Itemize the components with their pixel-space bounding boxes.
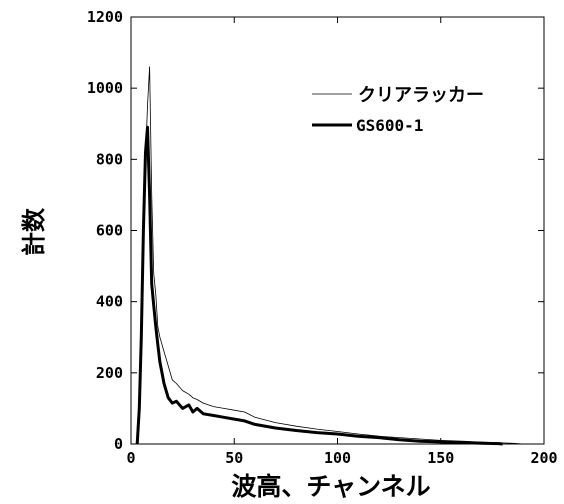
y-tick-label: 800 <box>96 150 123 168</box>
y-tick-label: 1200 <box>87 8 123 26</box>
x-tick-label: 150 <box>427 449 454 467</box>
x-axis-title: 波高、チャンネル <box>231 472 430 501</box>
plot-frame <box>130 16 545 445</box>
x-axis-ticks: 0 50 100 150 200 <box>126 17 558 467</box>
legend-label-gs600: GS600-1 <box>356 116 423 135</box>
y-tick-label: 600 <box>96 222 123 240</box>
x-tick-label: 50 <box>225 449 243 467</box>
legend: クリアラッカー GS600-1 <box>312 85 484 135</box>
series-layer <box>135 66 524 446</box>
plot-border <box>130 16 545 445</box>
y-tick-label: 0 <box>114 435 123 453</box>
y-tick-label: 1000 <box>87 79 123 97</box>
x-tick-label: 0 <box>126 449 135 467</box>
x-tick-label: 200 <box>530 449 557 467</box>
y-axis-title: 計数 <box>20 207 48 256</box>
y-tick-label: 200 <box>96 364 123 382</box>
series-line-gs600-1 <box>135 125 503 446</box>
series-line-clear-lacquer <box>136 66 524 445</box>
y-axis-ticks: 0 200 400 600 800 1000 1200 <box>87 8 544 453</box>
y-tick-label: 400 <box>96 293 123 311</box>
legend-label-clear-lacquer: クリアラッカー <box>358 85 484 106</box>
x-tick-label: 100 <box>324 449 351 467</box>
